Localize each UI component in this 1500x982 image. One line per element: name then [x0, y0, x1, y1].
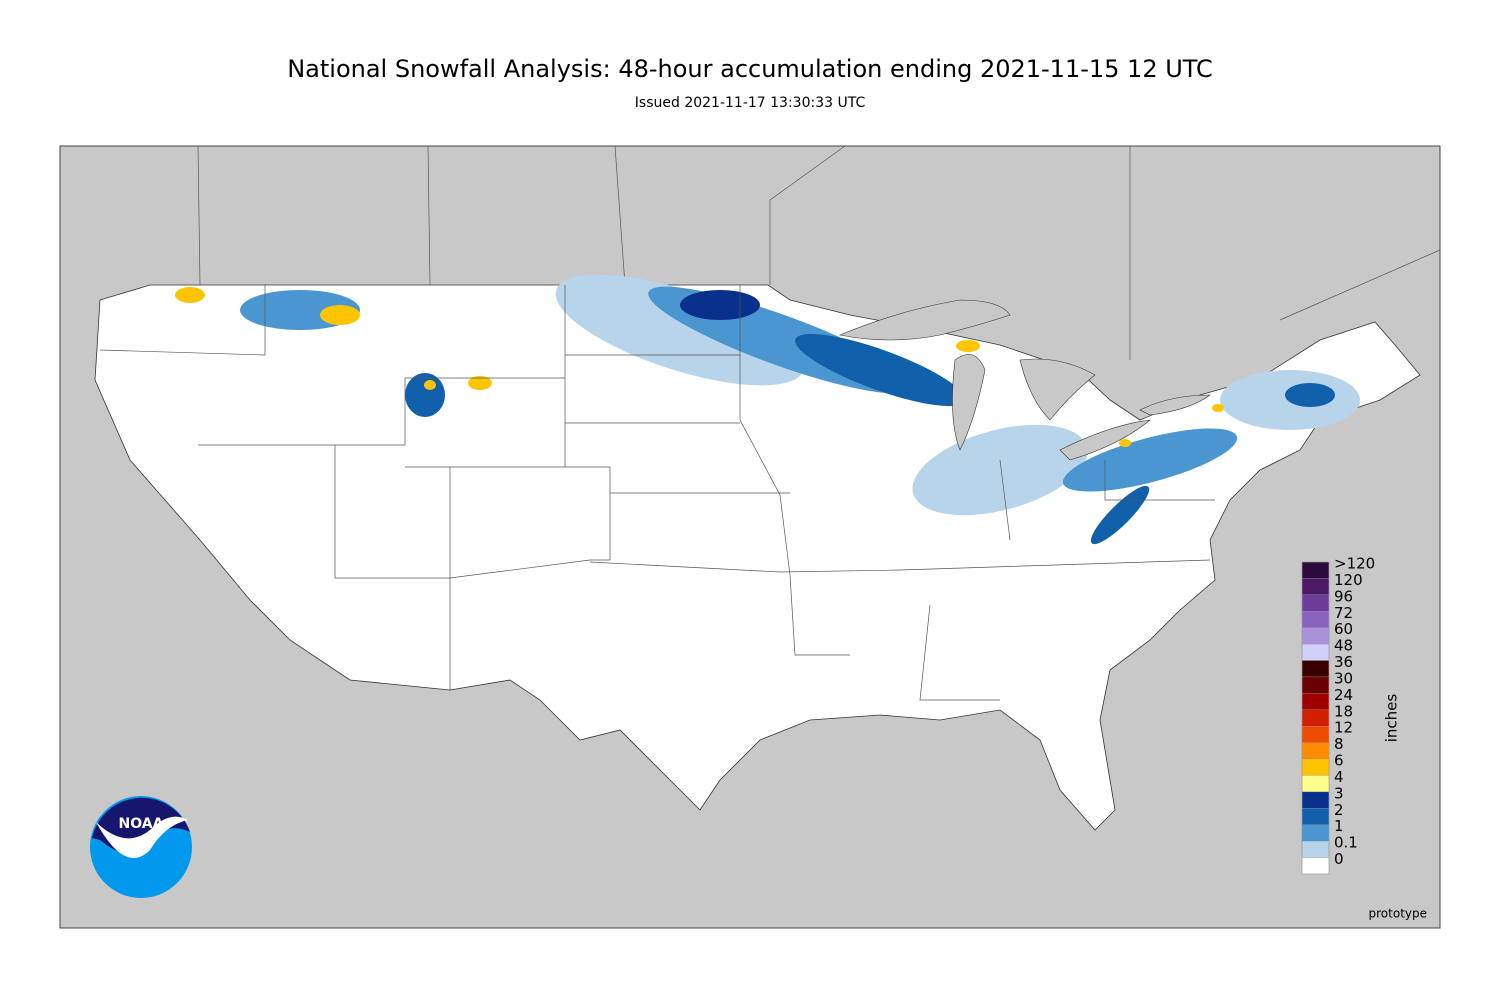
- legend-label: >120: [1334, 555, 1375, 573]
- legend-swatch: [1301, 660, 1330, 678]
- logo-text: NOAA: [119, 816, 164, 832]
- legend-label: 0.1: [1334, 834, 1358, 852]
- legend-swatch: [1301, 726, 1330, 743]
- legend-swatch: [1301, 808, 1330, 825]
- legend-label: 72: [1334, 604, 1353, 622]
- legend-swatch: [1301, 841, 1330, 858]
- legend-swatch: [1301, 693, 1330, 710]
- legend-swatch: [1301, 676, 1330, 694]
- state-borders: [99, 285, 1215, 701]
- title: National Snowfall Analysis: 48-hour accu…: [287, 55, 1213, 83]
- noaa-logo: NOAA: [90, 796, 192, 898]
- legend-label: 18: [1334, 702, 1353, 720]
- legend-label: 96: [1334, 587, 1353, 605]
- legend-label: 60: [1334, 620, 1353, 638]
- legend-label: 1: [1334, 817, 1344, 835]
- legend-label: 120: [1334, 571, 1363, 589]
- legend-swatch: [1301, 594, 1330, 612]
- legend-frame: [1301, 561, 1330, 875]
- legend-label: 0: [1334, 850, 1344, 868]
- legend-swatch: [1301, 643, 1330, 661]
- legend-label: 6: [1334, 752, 1344, 770]
- legend-label: 24: [1334, 686, 1353, 704]
- legend-swatch: [1301, 775, 1330, 793]
- legend-swatch: [1301, 561, 1330, 579]
- subtitle: Issued 2021-11-17 13:30:33 UTC: [635, 95, 866, 111]
- legend-label: 4: [1334, 768, 1344, 786]
- foreign-borders: [197, 145, 1441, 360]
- legend-label: 2: [1334, 801, 1344, 819]
- legend-title: inches: [1383, 694, 1401, 743]
- legend-swatch: [1301, 857, 1330, 875]
- legend-label: 8: [1334, 735, 1344, 753]
- legend-swatch: [1301, 791, 1330, 809]
- legend-label: 12: [1334, 719, 1353, 737]
- legend-label: 36: [1334, 653, 1353, 671]
- legend-swatch: [1301, 758, 1330, 776]
- legend-label: 30: [1334, 669, 1353, 687]
- legend-swatch: [1301, 627, 1330, 645]
- legend-swatch: [1301, 709, 1330, 727]
- legend-swatch: [1301, 824, 1330, 842]
- legend-swatch: [1301, 578, 1330, 595]
- legend-label: 3: [1334, 784, 1344, 802]
- snow-cover: [175, 274, 1360, 545]
- lakes: [838, 299, 1211, 461]
- legend-swatch: [1301, 742, 1330, 760]
- note: prototype: [1369, 907, 1427, 921]
- legend-swatch: [1301, 611, 1330, 628]
- legend-label: 48: [1334, 637, 1353, 655]
